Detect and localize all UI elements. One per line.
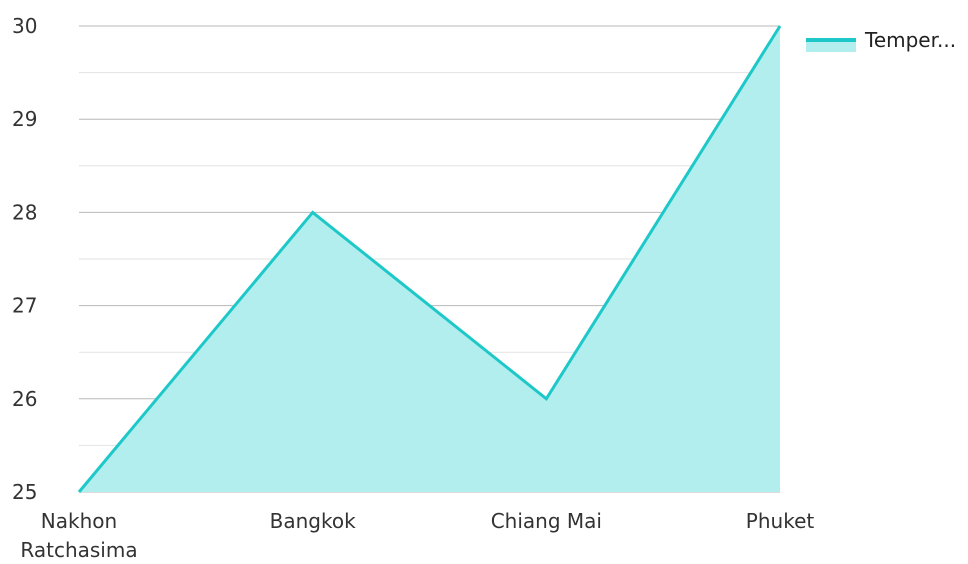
- legend[interactable]: Temper...: [806, 28, 956, 52]
- x-tick-label: Chiang Mai: [491, 509, 602, 533]
- legend-swatch-line: [806, 38, 856, 42]
- area-fill: [79, 26, 780, 492]
- y-tick-label: 27: [12, 294, 37, 318]
- area-layer: [75, 22, 784, 496]
- data-point[interactable]: [309, 208, 317, 216]
- x-tick-label: Phuket: [746, 509, 815, 533]
- data-point[interactable]: [75, 488, 83, 496]
- y-tick-label: 25: [12, 480, 37, 504]
- y-tick-label: 26: [12, 387, 37, 411]
- y-tick-label: 28: [12, 200, 37, 224]
- y-tick-label: 30: [12, 14, 37, 38]
- x-tick-label: Bangkok: [270, 509, 356, 533]
- axis-layer: 25 26 27 28 29 30 Nakhon Ratchasima Bangkok Chian…: [12, 14, 814, 562]
- data-point[interactable]: [542, 395, 550, 403]
- data-point[interactable]: [776, 22, 784, 30]
- x-tick-label: Nakhon Ratchasima: [20, 509, 137, 562]
- y-tick-label: 29: [12, 107, 37, 131]
- legend-label: Temper...: [864, 28, 956, 52]
- series-line[interactable]: [77, 25, 782, 493]
